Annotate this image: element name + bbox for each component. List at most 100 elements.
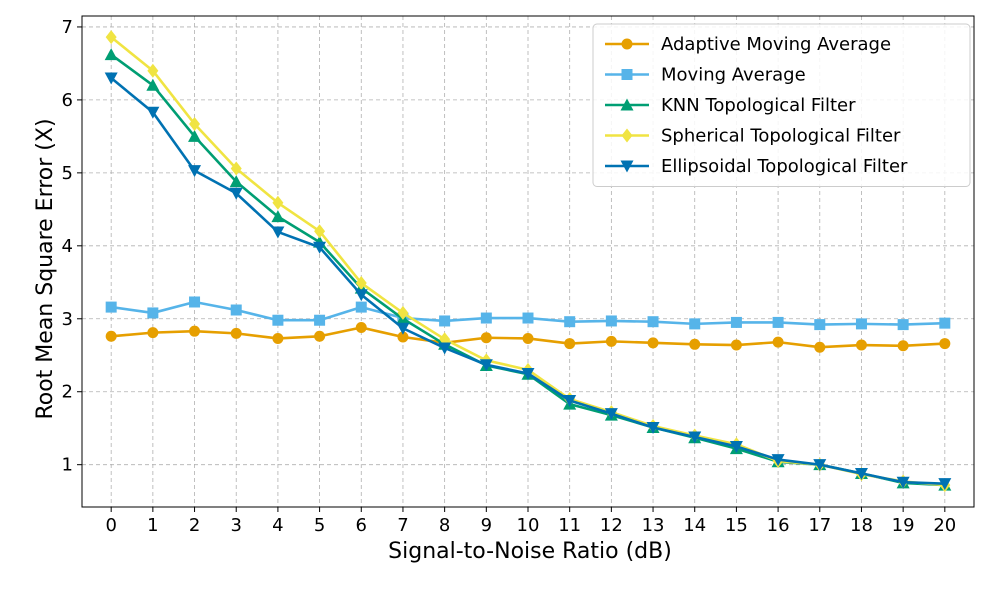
data-point-moving-average: [772, 316, 784, 328]
data-point-adaptive-moving-average: [647, 337, 659, 349]
x-tick-label: 15: [725, 515, 748, 536]
series-adaptive-moving-average: [105, 322, 951, 353]
data-point-adaptive-moving-average: [897, 340, 909, 352]
data-point-adaptive-moving-average: [939, 338, 951, 350]
data-point-moving-average: [272, 314, 284, 326]
data-point-adaptive-moving-average: [189, 325, 201, 337]
data-point-adaptive-moving-average: [314, 330, 326, 342]
x-tick-label: 16: [767, 515, 790, 536]
data-point-moving-average: [689, 318, 701, 330]
data-point-ellipsoidal-topological-filter: [396, 322, 410, 335]
data-point-moving-average: [522, 312, 534, 324]
data-point-ellipsoidal-topological-filter: [688, 431, 702, 444]
x-tick-label: 10: [517, 515, 540, 536]
x-tick-label: 14: [683, 515, 706, 536]
data-point-spherical-topological-filter: [230, 161, 242, 176]
data-point-spherical-topological-filter: [147, 63, 159, 78]
data-point-moving-average: [814, 319, 826, 331]
y-tick-label: 2: [62, 382, 73, 403]
y-tick-label: 5: [62, 163, 73, 184]
data-point-moving-average: [855, 318, 867, 330]
x-tick-label: 2: [189, 515, 200, 536]
data-point-adaptive-moving-average: [355, 322, 367, 334]
legend-item-moving-average: Moving Average: [605, 65, 806, 86]
y-tick-label: 6: [62, 90, 73, 111]
data-point-ellipsoidal-topological-filter: [354, 289, 368, 302]
x-tick-label: 12: [600, 515, 623, 536]
data-point-moving-average: [189, 296, 201, 308]
data-point-moving-average: [230, 304, 242, 316]
legend-item-ellipsoidal-topological-filter: Ellipsoidal Topological Filter: [605, 156, 908, 177]
data-point-ellipsoidal-topological-filter: [104, 72, 118, 85]
data-point-ellipsoidal-topological-filter: [229, 187, 243, 200]
data-point-ellipsoidal-topological-filter: [604, 408, 618, 421]
data-point-moving-average: [939, 317, 951, 329]
series-ellipsoidal-topological-filter: [104, 72, 952, 491]
data-point-adaptive-moving-average: [855, 339, 867, 351]
data-point-moving-average: [897, 319, 909, 331]
data-point-ellipsoidal-topological-filter: [313, 241, 327, 254]
data-point-ellipsoidal-topological-filter: [896, 476, 910, 489]
data-point-ellipsoidal-topological-filter: [563, 394, 577, 407]
series-moving-average: [105, 296, 951, 331]
legend-item-spherical-topological-filter: Spherical Topological Filter: [605, 126, 901, 147]
legend-label: Adaptive Moving Average: [661, 34, 891, 55]
data-point-moving-average: [564, 316, 576, 328]
grid: [82, 16, 974, 507]
data-point-ellipsoidal-topological-filter: [521, 367, 535, 380]
data-point-adaptive-moving-average: [605, 335, 617, 347]
legend-label: KNN Topological Filter: [661, 95, 856, 116]
data-point-moving-average: [105, 301, 117, 313]
data-point-spherical-topological-filter: [189, 116, 201, 131]
data-point-spherical-topological-filter: [314, 224, 326, 239]
data-point-adaptive-moving-average: [564, 338, 576, 350]
data-point-ellipsoidal-topological-filter: [813, 459, 827, 472]
x-tick-label: 8: [439, 515, 450, 536]
legend-box: [592, 23, 971, 187]
data-point-ellipsoidal-topological-filter: [271, 226, 285, 239]
x-tick-label: 17: [808, 515, 831, 536]
data-point-ellipsoidal-topological-filter: [729, 440, 743, 453]
data-point-moving-average: [480, 312, 492, 324]
data-point-adaptive-moving-average: [105, 330, 117, 342]
data-point-spherical-topological-filter: [272, 195, 284, 210]
data-point-ellipsoidal-topological-filter: [646, 421, 660, 434]
data-point-spherical-topological-filter: [397, 305, 409, 320]
data-point-ellipsoidal-topological-filter: [188, 165, 202, 178]
legend-item-adaptive-moving-average: Adaptive Moving Average: [605, 34, 891, 55]
legend-marker: [620, 98, 634, 111]
x-tick-label: 6: [356, 515, 367, 536]
data-point-ellipsoidal-topological-filter: [146, 106, 160, 119]
legend-marker: [620, 160, 634, 173]
x-tick-label: 18: [850, 515, 873, 536]
data-point-adaptive-moving-average: [772, 336, 784, 348]
legend-label: Spherical Topological Filter: [661, 126, 901, 147]
legend: Adaptive Moving Average Moving Average KNN…: [592, 23, 971, 187]
y-tick-label: 7: [62, 17, 73, 38]
data-point-knn-topological-filter: [271, 210, 285, 223]
data-point-ellipsoidal-topological-filter: [938, 478, 952, 491]
x-tick-label: 3: [230, 515, 241, 536]
data-point-spherical-topological-filter: [105, 30, 117, 45]
data-point-adaptive-moving-average: [147, 327, 159, 339]
data-point-adaptive-moving-average: [272, 332, 284, 344]
x-tick-label: 20: [933, 515, 956, 536]
x-axis-label: Signal-to-Noise Ratio (dB): [388, 539, 672, 564]
legend-marker: [621, 128, 633, 143]
data-point-ellipsoidal-topological-filter: [438, 342, 452, 355]
data-point-adaptive-moving-average: [480, 332, 492, 344]
data-point-knn-topological-filter: [104, 48, 118, 61]
data-point-moving-average: [605, 315, 617, 327]
data-point-adaptive-moving-average: [689, 338, 701, 350]
data-point-moving-average: [730, 316, 742, 328]
data-point-knn-topological-filter: [188, 129, 202, 142]
data-point-ellipsoidal-topological-filter: [479, 359, 493, 372]
data-point-knn-topological-filter: [229, 175, 243, 188]
x-tick-label: 11: [558, 515, 581, 536]
legend-label: Moving Average: [661, 65, 806, 86]
x-tick-label: 1: [147, 515, 158, 536]
data-point-moving-average: [647, 316, 659, 328]
data-point-moving-average: [355, 301, 367, 313]
